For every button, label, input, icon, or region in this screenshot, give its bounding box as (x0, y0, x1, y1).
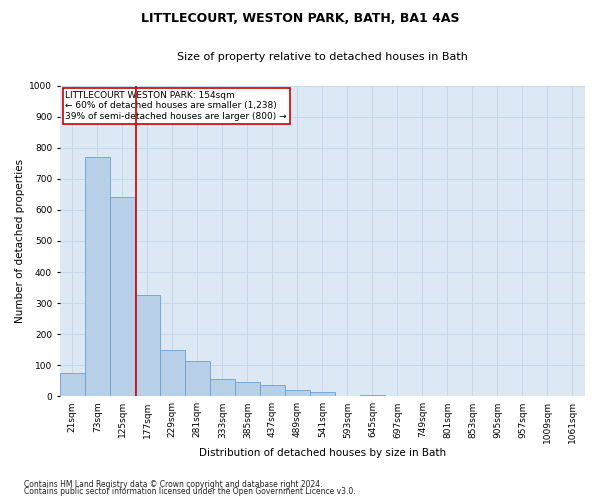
Bar (210, 380, 235, 396)
Bar (260, 386, 285, 396)
Bar (85, 157, 110, 396)
Bar (185, 360, 210, 396)
X-axis label: Distribution of detached houses by size in Bath: Distribution of detached houses by size … (199, 448, 446, 458)
Text: Contains HM Land Registry data © Crown copyright and database right 2024.: Contains HM Land Registry data © Crown c… (24, 480, 323, 489)
Bar (285, 390, 310, 396)
Text: Contains public sector information licensed under the Open Government Licence v3: Contains public sector information licen… (24, 487, 356, 496)
Text: LITTLECOURT, WESTON PARK, BATH, BA1 4AS: LITTLECOURT, WESTON PARK, BATH, BA1 4AS (141, 12, 459, 26)
Bar (160, 350, 185, 397)
Bar (235, 382, 260, 396)
Bar (110, 198, 135, 396)
Bar (360, 395, 385, 396)
Y-axis label: Number of detached properties: Number of detached properties (15, 159, 25, 323)
Text: LITTLECOURT WESTON PARK: 154sqm
← 60% of detached houses are smaller (1,238)
39%: LITTLECOURT WESTON PARK: 154sqm ← 60% of… (65, 91, 287, 121)
Bar (60, 373, 85, 396)
Bar (135, 296, 160, 396)
Title: Size of property relative to detached houses in Bath: Size of property relative to detached ho… (177, 52, 468, 62)
Bar (310, 392, 335, 396)
